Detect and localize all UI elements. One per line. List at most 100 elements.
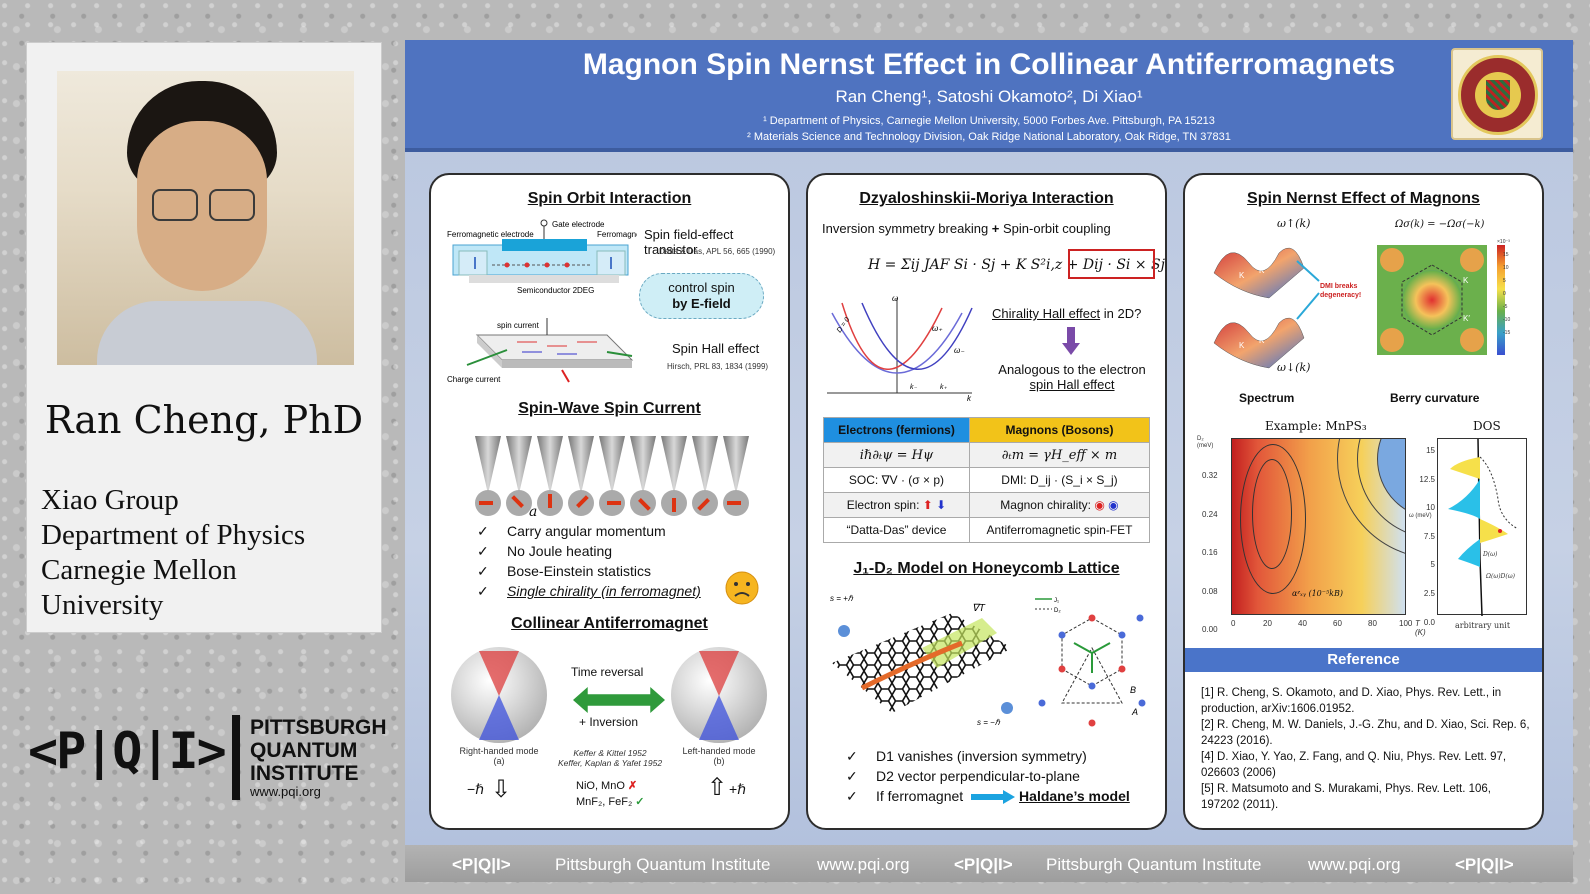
lattice-label: ∇T xyxy=(972,603,986,614)
lattice-label: J₁ xyxy=(1054,598,1059,604)
colorbar-ticks: 15 10 5 0 -5 -10 -15 xyxy=(1503,252,1511,336)
plot-label: ω xyxy=(892,294,898,303)
pqi-line: QUANTUM xyxy=(250,739,358,762)
subtitle-plus: + xyxy=(991,221,1000,236)
diagram-label: spin current xyxy=(497,321,540,330)
footer-brand: <P|Q|I> xyxy=(954,855,1013,874)
down-arrow-icon: ⇩ xyxy=(491,776,512,803)
sfet-label: Spin field-effect transistor xyxy=(644,227,734,257)
checkmark-icon: ✓ xyxy=(477,523,489,539)
reference-item: [2] R. Cheng, M. W. Daniels, J.-G. Zhu, … xyxy=(1201,719,1530,747)
check-item: ✓ D2 vector perpendicular-to-plane xyxy=(846,768,1080,784)
plot-label: k₋ xyxy=(910,384,918,391)
checkmark-icon: ✓ xyxy=(477,563,489,579)
checkmark-icon: ✓ xyxy=(846,788,858,804)
dos-plot: D(ω) Ω(ω)D(ω) xyxy=(1437,438,1527,617)
hamiltonian: H = Σij JAF Si · Sj + K S²i,z + Dij · Si… xyxy=(868,257,1165,273)
cross-icon: ✗ xyxy=(627,780,638,792)
pqi-divider xyxy=(232,715,240,800)
profile-card: Ran Cheng, PhD Xiao Group Department of … xyxy=(26,42,382,633)
example-label: Example: MnPS₃ xyxy=(1265,419,1367,433)
dmi-term-box xyxy=(1068,249,1155,279)
pqi-url: www.pqi.org xyxy=(250,784,321,799)
diagram-label: Charge current xyxy=(447,375,501,384)
university-seal-icon xyxy=(1451,48,1543,140)
table-cell: DMI: D_ij · (S_i × S_j) xyxy=(968,467,1151,493)
dos-yunit: ω (meV) xyxy=(1409,513,1432,519)
up-arrow-icon: ⇧ xyxy=(707,774,728,801)
reference-item: [4] D. Xiao, Y. Yao, Z. Fang, and Q. Niu… xyxy=(1201,751,1507,779)
footer-name: Pittsburgh Quantum Institute xyxy=(1046,855,1262,874)
table-cell: Antiferromagnetic spin-FET xyxy=(968,517,1151,543)
pqi-wordmark: PITTSBURGH QUANTUM INSTITUTE xyxy=(250,716,387,785)
table-cell: SOC: ∇V · (σ × p) xyxy=(823,467,970,493)
j1d2-check-list: ✓ D1 vanishes (inversion symmetry) ✓ D2 ve… xyxy=(846,746,1130,806)
checkmark-icon: ✓ xyxy=(477,583,489,599)
check-item: ✓ No Joule heating xyxy=(477,543,613,559)
haldane-link: Haldane’s model xyxy=(1019,788,1130,804)
pqi-line: INSTITUTE xyxy=(250,762,359,785)
spectrum-label: Spectrum xyxy=(1239,391,1295,405)
footer-brand: <P|Q|I> xyxy=(1455,855,1514,874)
subtitle-part: Inversion symmetry breaking xyxy=(822,221,989,236)
k-label: K xyxy=(1463,276,1469,285)
checkmark-icon: ✓ xyxy=(477,543,489,559)
rh-mode-label: Right-handed mode (a) xyxy=(459,746,539,766)
table-header: Magnons (Bosons) xyxy=(968,417,1151,443)
caf-refs: Keffer & Kittel 1952 Keffer, Kaplan & Yaf… xyxy=(557,748,663,768)
omega-up-label: ω↑(k) xyxy=(1277,217,1311,230)
poster-footer: <P|Q|I> Pittsburgh Quantum Institute www… xyxy=(405,845,1573,882)
spin-wave-illustration: a xyxy=(471,430,761,520)
section-title: Spin Orbit Interaction xyxy=(527,190,692,207)
section-title: J₁-D₂ Model on Honeycomb Lattice xyxy=(853,560,1120,577)
panel-spin-orbit: Spin Orbit Interaction Ferromagnetic ele… xyxy=(429,173,790,830)
omega-down-label: ω↓(k) xyxy=(1277,361,1311,374)
spin-fet-diagram: Ferromagnetic electrode Gate electrode F… xyxy=(447,219,637,295)
she-label: Spin Hall effect xyxy=(672,341,760,356)
affiliation-line: Carnegie Mellon xyxy=(41,554,237,586)
poster-affiliation: ¹ Department of Physics, Carnegie Mellon… xyxy=(763,115,1215,127)
reference-item: [5] R. Matsumoto and S. Murakami, Phys. … xyxy=(1201,783,1491,811)
berry-eq: Ωσ(k) = −Ωσ(−k) xyxy=(1395,219,1485,230)
pqi-mark: <P|Q|I> xyxy=(28,722,227,780)
affiliation: Xiao Group Department of Physics Carnegi… xyxy=(41,483,371,623)
heat-ylabel: D₂ (meV) xyxy=(1197,436,1214,449)
subtitle-part: Spin-orbit coupling xyxy=(1003,221,1111,236)
affiliation-line: Department of Physics xyxy=(41,519,306,551)
double-arrow-icon xyxy=(573,687,665,713)
reference-list: [1] R. Cheng, S. Okamoto, and D. Xiao, P… xyxy=(1201,685,1531,813)
section-title: Spin-Wave Spin Current xyxy=(518,400,701,417)
colorbar xyxy=(1497,245,1505,355)
dmi-arrows-icon xyxy=(1296,260,1320,320)
plot-label: ω₊ xyxy=(932,324,943,333)
poster: Magnon Spin Nernst Effect in Collinear A… xyxy=(405,40,1573,882)
right-arrow-icon xyxy=(971,790,1016,805)
diagram-label: Gate electrode xyxy=(552,220,605,229)
lattice-label: A xyxy=(1131,707,1138,717)
dos-label: DOS xyxy=(1473,419,1501,433)
swsc-check-list: ✓ Carry angular momentum ✓ No Joule heatin… xyxy=(477,521,701,601)
colorbar-exp: ×10⁻³ xyxy=(1497,239,1510,245)
minus-hbar-label: −ℏ xyxy=(467,781,485,797)
reference-header: Reference xyxy=(1185,648,1542,672)
pqi-line: PITTSBURGH xyxy=(250,716,387,739)
chirality-ccw-icon: ◉ xyxy=(1108,498,1119,512)
spin-hall-diagram: spin current Charge current xyxy=(447,318,634,384)
footer-url: www.pqi.org xyxy=(1308,855,1401,874)
dmi-subtitle: Inversion symmetry breaking + Spin-orbit… xyxy=(822,221,1111,236)
table-cell: “Datta-Das” device xyxy=(823,517,970,543)
right-handed-mode-sphere xyxy=(451,647,547,743)
affiliation-line: University xyxy=(41,589,164,621)
person-name: Ran Cheng, PhD xyxy=(44,398,364,442)
sad-face-icon xyxy=(725,571,759,605)
profile-photo xyxy=(57,71,354,365)
check-item: ✓ If ferromagnet Haldane’s model xyxy=(846,788,1130,805)
footer-name: Pittsburgh Quantum Institute xyxy=(555,855,771,874)
checkmark-icon: ✓ xyxy=(846,748,858,764)
spin-up-icon: ⬆ xyxy=(922,498,933,512)
down-arrow-icon xyxy=(1062,327,1080,355)
reference-item: [1] R. Cheng, S. Okamoto, and D. Xiao, P… xyxy=(1201,687,1502,715)
material-good: MnF₂, FeF₂ ✓ xyxy=(576,796,645,808)
plot-label: k₊ xyxy=(940,384,948,391)
band-structure-plot: ω k D = 0 ω₊ ω₋ k₋ k₊ xyxy=(827,294,973,403)
